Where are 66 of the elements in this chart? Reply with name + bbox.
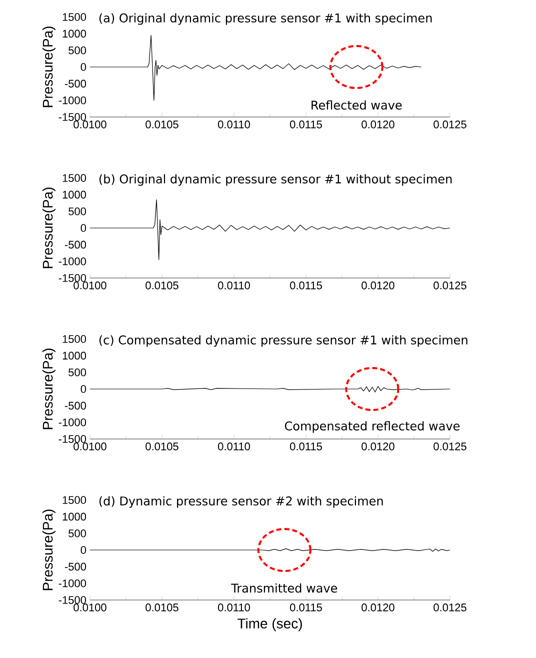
y-tick-label: 0 bbox=[80, 63, 86, 71]
y-tick-label: -1000 bbox=[58, 257, 86, 266]
y-tick-label: 500 bbox=[68, 529, 86, 538]
y-tick-label: 1000 bbox=[62, 352, 86, 360]
chart-title: (d) Dynamic pressure sensor #2 with specimen bbox=[99, 496, 383, 508]
y-axis-title: Pressure(Pa) bbox=[42, 348, 56, 430]
y-tick-label: 0 bbox=[80, 546, 86, 554]
chart-title: (b) Original dynamic pressure sensor #1 without specimen bbox=[99, 174, 452, 186]
annotation: Compensated reflected wave bbox=[284, 421, 460, 433]
x-tick-label: 0.0105 bbox=[146, 282, 178, 290]
x-tick-label: 0.0105 bbox=[146, 442, 178, 450]
y-tick-label: -1000 bbox=[58, 579, 86, 588]
x-tick-label: 0.0110 bbox=[218, 282, 250, 290]
y-tick-label: -1500 bbox=[58, 596, 86, 604]
y-axis-title: Pressure(Pa) bbox=[42, 188, 56, 268]
x-tick-label: 0.0120 bbox=[362, 282, 394, 290]
y-tick-label: 1000 bbox=[62, 190, 86, 199]
y-tick-label: -500 bbox=[64, 240, 86, 249]
y-axis-title: Pressure(Pa) bbox=[42, 510, 56, 590]
x-axis-title: Time (sec) bbox=[238, 618, 302, 632]
y-tick-label: -1000 bbox=[58, 96, 86, 104]
y-tick-label: 1000 bbox=[62, 30, 86, 38]
y-tick-label: -1500 bbox=[58, 435, 86, 443]
x-tick-label: 0.0120 bbox=[362, 604, 394, 612]
x-tick-label: 0.0120 bbox=[362, 442, 394, 450]
x-tick-label: 0.0120 bbox=[362, 120, 394, 128]
x-tick-label: 0.0110 bbox=[218, 442, 250, 450]
x-tick-label: 0.0100 bbox=[74, 282, 106, 290]
x-tick-label: 0.0115 bbox=[290, 442, 322, 450]
x-tick-label: 0.0125 bbox=[434, 604, 466, 612]
y-tick-label: -500 bbox=[64, 402, 86, 410]
y-tick-label: -1000 bbox=[58, 418, 86, 426]
y-tick-label: 1500 bbox=[62, 13, 86, 21]
y-tick-label: 0 bbox=[80, 385, 86, 393]
y-tick-label: -1500 bbox=[58, 274, 86, 282]
x-tick-label: 0.0115 bbox=[290, 120, 322, 128]
chart-title: (c) Compensated dynamic pressure sensor #1 with specimen bbox=[99, 335, 468, 347]
y-tick-label: 0 bbox=[80, 224, 86, 232]
y-tick-label: 500 bbox=[68, 46, 86, 54]
y-tick-label: 1500 bbox=[62, 335, 86, 343]
x-tick-label: 0.0100 bbox=[74, 120, 106, 128]
x-tick-label: 0.0110 bbox=[218, 604, 250, 612]
x-tick-label: 0.0125 bbox=[434, 282, 466, 290]
line-series bbox=[90, 199, 450, 260]
x-tick-label: 0.0115 bbox=[290, 282, 322, 290]
y-tick-label: -1500 bbox=[58, 113, 86, 121]
y-tick-label: 500 bbox=[68, 368, 86, 376]
x-tick-label: 0.0105 bbox=[146, 120, 178, 128]
y-axis-title: Pressure(Pa) bbox=[42, 26, 56, 108]
annotation: Transmitted wave bbox=[231, 583, 338, 593]
y-tick-label: 500 bbox=[68, 207, 86, 216]
x-tick-label: 0.0100 bbox=[74, 442, 106, 450]
line-series bbox=[90, 35, 422, 101]
x-tick-label: 0.0125 bbox=[434, 442, 466, 450]
y-tick-label: 1000 bbox=[62, 512, 86, 521]
chart-title: (a) Original dynamic pressure sensor #1 with specimen bbox=[99, 13, 432, 25]
y-tick-label: 1500 bbox=[62, 496, 86, 504]
y-tick-label: 1500 bbox=[62, 174, 86, 182]
x-tick-label: 0.0100 bbox=[74, 604, 106, 612]
x-tick-label: 0.0105 bbox=[146, 604, 178, 612]
x-tick-label: 0.0110 bbox=[218, 120, 250, 128]
x-tick-label: 0.0125 bbox=[434, 120, 466, 128]
x-tick-label: 0.0115 bbox=[290, 604, 322, 612]
y-tick-label: -500 bbox=[64, 562, 86, 571]
annotation: Reflected wave bbox=[312, 100, 402, 110]
y-tick-label: -500 bbox=[64, 80, 86, 88]
